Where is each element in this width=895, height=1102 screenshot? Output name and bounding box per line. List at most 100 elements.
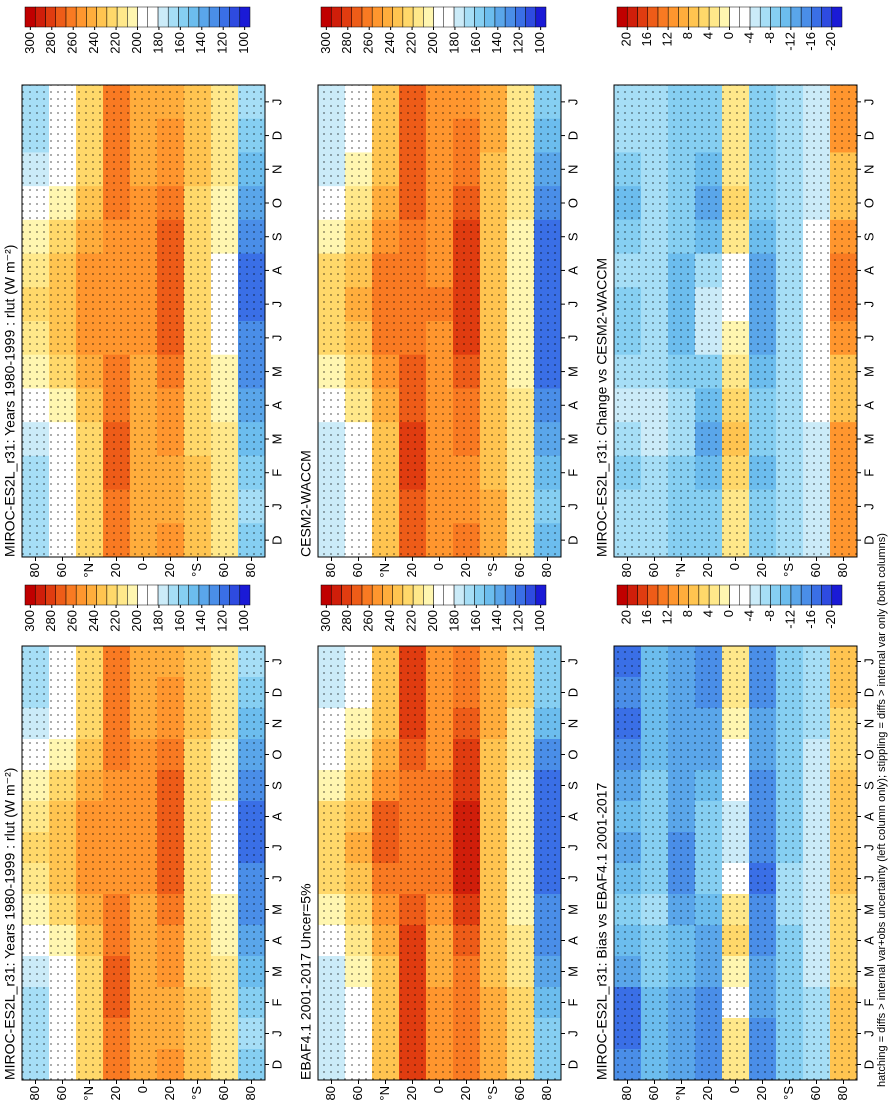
x-tick-label: M — [269, 966, 284, 977]
colorbar-label: -8 — [762, 610, 777, 622]
x-tick-label: F — [269, 998, 284, 1006]
x-tick-label: M — [565, 366, 580, 377]
x-tick-label: D — [861, 131, 876, 140]
colorbar-box — [811, 6, 822, 28]
colorbar-box — [657, 584, 669, 606]
colorbar-box — [535, 584, 547, 606]
y-tick-label: 20 — [458, 563, 473, 577]
colorbar-box — [65, 584, 77, 606]
colorbar-box — [800, 6, 812, 28]
y-tick-label: 20 — [404, 563, 419, 577]
colorbar-label: 200 — [425, 610, 440, 632]
colorbar-label: 140 — [193, 610, 208, 632]
colorbar-box — [821, 584, 833, 606]
y-tick-label: 60 — [54, 1086, 69, 1100]
colorbar-label: 180 — [150, 610, 165, 632]
colorbar-box — [463, 6, 475, 28]
colorbar-label: 280 — [339, 610, 354, 632]
x-tick-label: J — [565, 503, 580, 510]
y-tick-label: °N — [673, 563, 688, 578]
colorbar-box — [780, 584, 792, 606]
x-tick-label: M — [565, 434, 580, 445]
x-tick-label: J — [269, 503, 284, 510]
colorbar-box — [402, 584, 414, 606]
x-tick-label: A — [565, 812, 580, 821]
colorbar-label: -8 — [762, 32, 777, 44]
x-tick-label: D — [269, 131, 284, 140]
x-tick-label: M — [269, 904, 284, 915]
colorbar-box — [219, 584, 230, 606]
colorbar-box — [678, 6, 689, 28]
colorbar-box — [626, 584, 638, 606]
y-tick-label: 80 — [835, 1086, 850, 1100]
y-tick-label: 0 — [431, 563, 446, 570]
x-tick-label: N — [861, 165, 876, 174]
colorbar-box — [127, 6, 138, 28]
y-tick-label: 20 — [108, 563, 123, 577]
colorbar-label: 100 — [236, 610, 251, 632]
colorbar-box — [647, 6, 659, 28]
colorbar-box — [708, 6, 720, 28]
x-tick-label: A — [565, 401, 580, 410]
colorbar-label: 220 — [404, 610, 419, 632]
colorbar-label: 8 — [680, 32, 695, 39]
colorbar-box — [719, 584, 730, 606]
colorbar-label: 220 — [108, 610, 123, 632]
colorbar-box — [178, 584, 189, 606]
x-tick-label: O — [565, 749, 580, 759]
panel-title: CESM2-WACCM — [298, 450, 314, 557]
y-tick-label: °N — [377, 563, 392, 578]
colorbar-label: 140 — [489, 610, 504, 632]
colorbar-box — [96, 584, 108, 606]
colorbar-box — [351, 6, 363, 28]
colorbar-box — [371, 584, 383, 606]
colorbar-label: -20 — [823, 610, 838, 629]
x-tick-label: D — [861, 688, 876, 697]
stipple-overlay — [318, 85, 561, 557]
colorbar-box — [770, 6, 781, 28]
colorbar-box — [137, 584, 148, 606]
colorbar-box — [147, 6, 159, 28]
stipple-overlay — [614, 646, 857, 1080]
x-tick-label: J — [861, 99, 876, 106]
colorbar-label: 300 — [318, 610, 333, 632]
stipple-overlay — [614, 85, 857, 557]
colorbar-box — [341, 584, 352, 606]
x-tick-label: S — [269, 232, 284, 241]
colorbar-box — [626, 6, 638, 28]
colorbar-box — [24, 6, 36, 28]
colorbar-box — [412, 6, 424, 28]
y-tick-label: 60 — [808, 1086, 823, 1100]
x-tick-label: A — [861, 936, 876, 945]
colorbar-box — [474, 584, 485, 606]
x-tick-label: S — [861, 781, 876, 790]
colorbar-box — [780, 6, 792, 28]
colorbar-label: -4 — [741, 32, 756, 44]
colorbar-box — [739, 584, 751, 606]
colorbar-box — [494, 6, 506, 28]
x-tick-label: N — [565, 165, 580, 174]
colorbar-label: 100 — [236, 32, 251, 54]
colorbar-label: 16 — [639, 610, 654, 624]
x-tick-label: J — [565, 335, 580, 342]
colorbar-box — [208, 584, 220, 606]
x-tick-label: F — [861, 998, 876, 1006]
x-tick-label: N — [861, 719, 876, 728]
x-tick-label: M — [861, 366, 876, 377]
x-tick-label: J — [269, 99, 284, 106]
colorbar-box — [443, 6, 455, 28]
colorbar-label: 8 — [680, 610, 695, 617]
y-tick-label: 60 — [646, 563, 661, 577]
colorbar-label: 280 — [43, 32, 58, 54]
panel-title: MIROC-ES2L_r31: Change vs CESM2-WACCM — [594, 258, 610, 557]
colorbar-label: 240 — [86, 32, 101, 54]
colorbar-label: 120 — [511, 610, 526, 632]
y-tick-label: 20 — [162, 1086, 177, 1100]
colorbar-box — [382, 584, 393, 606]
colorbar-label: 180 — [446, 32, 461, 54]
y-tick-label: °S — [485, 563, 500, 577]
x-tick-label: S — [565, 232, 580, 241]
colorbar-box — [208, 6, 220, 28]
colorbar-box — [75, 584, 87, 606]
x-tick-label: A — [269, 812, 284, 821]
